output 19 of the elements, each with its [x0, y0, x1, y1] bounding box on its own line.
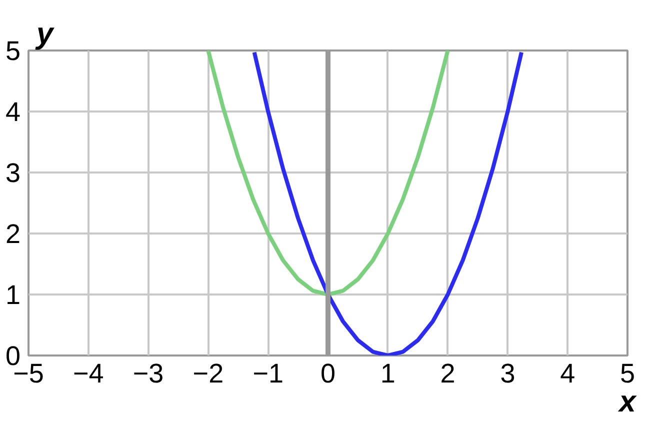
line-series — [206, 50, 450, 296]
x-tick-label: 5 — [620, 358, 636, 388]
y-tick-label: 1 — [5, 280, 21, 310]
x-tick-label: 2 — [440, 358, 456, 388]
x-axis-title: x — [617, 386, 638, 418]
x-tick-label: −1 — [252, 358, 284, 388]
y-tick-label: 2 — [5, 219, 21, 249]
x-tick-label: 1 — [380, 358, 396, 388]
x-tick-label: 0 — [320, 358, 336, 388]
y-tick-label: 4 — [5, 97, 21, 127]
x-tick-label: −4 — [73, 358, 104, 388]
x-tick-label: −3 — [132, 358, 164, 388]
x-tick-label: −2 — [192, 358, 224, 388]
y-tick-label: 5 — [5, 36, 21, 66]
y-axis-title: y — [34, 18, 54, 50]
y-tick-label: 3 — [5, 158, 21, 188]
x-tick-label: 3 — [500, 358, 516, 388]
line-series — [252, 50, 524, 356]
x-tick-label: 4 — [560, 358, 576, 388]
